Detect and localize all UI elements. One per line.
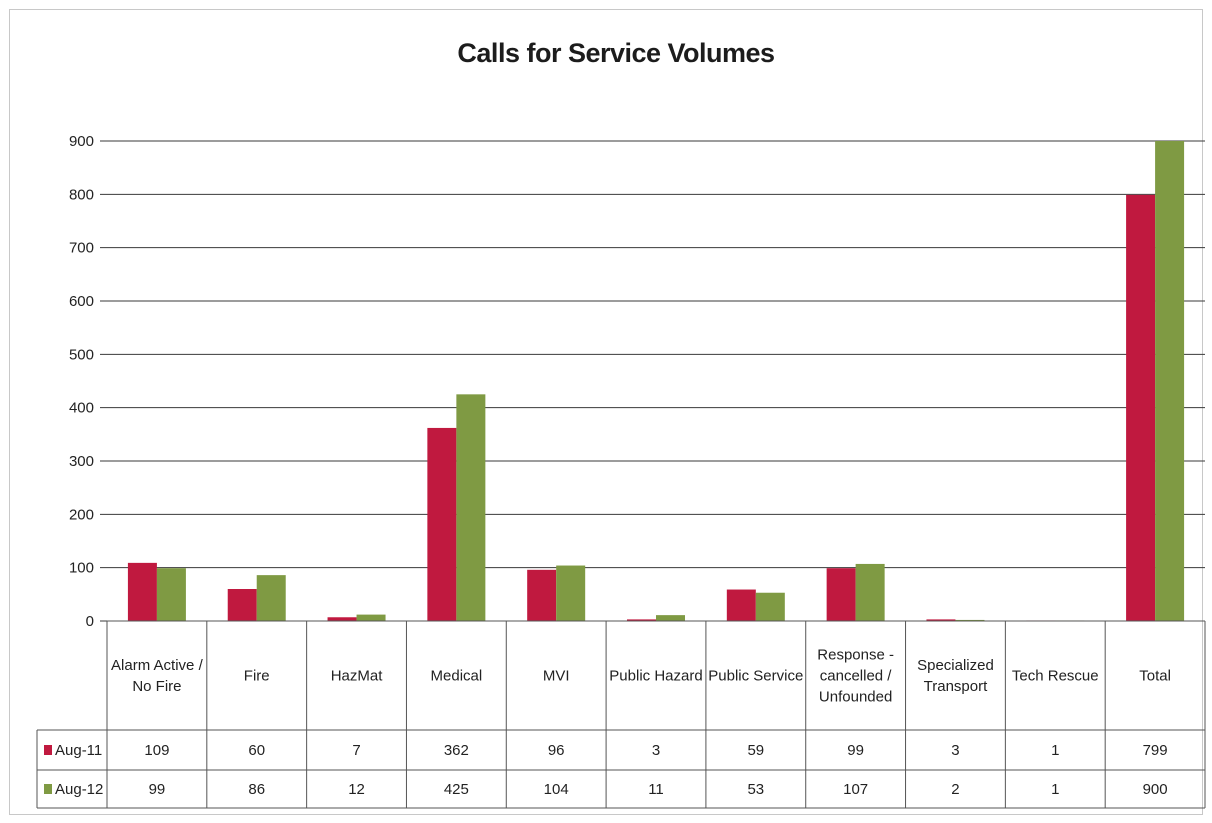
y-tick-label: 200 bbox=[69, 506, 94, 523]
y-tick-label: 0 bbox=[86, 613, 94, 630]
bar bbox=[356, 614, 386, 621]
data-label: 3 bbox=[951, 742, 959, 759]
bar bbox=[627, 619, 656, 621]
data-label: 96 bbox=[548, 742, 565, 759]
data-label: 99 bbox=[149, 781, 166, 798]
y-tick-label: 700 bbox=[69, 240, 94, 257]
x-tick-label: Public Hazard bbox=[609, 668, 702, 685]
chart-title: Calls for Service Volumes bbox=[457, 38, 775, 68]
bar bbox=[127, 562, 157, 621]
y-tick-label: 600 bbox=[69, 293, 94, 310]
data-label: 107 bbox=[843, 781, 868, 798]
legend-label: Aug-12 bbox=[55, 781, 103, 798]
x-tick-label: Total bbox=[1139, 668, 1171, 685]
bar bbox=[1155, 141, 1185, 621]
x-tick-label: Specialized bbox=[917, 657, 994, 674]
bar bbox=[456, 394, 486, 621]
chart-frame bbox=[9, 9, 1203, 815]
x-tick-label: Public Service bbox=[708, 668, 803, 685]
bar bbox=[855, 563, 885, 621]
x-tick-label: cancelled / bbox=[820, 668, 893, 685]
legend-swatch bbox=[44, 784, 52, 794]
x-tick-label: HazMat bbox=[331, 668, 384, 685]
y-tick-label: 500 bbox=[69, 346, 94, 363]
data-label: 1 bbox=[1051, 781, 1059, 798]
bar bbox=[327, 617, 357, 621]
data-label: 60 bbox=[248, 742, 265, 759]
data-label: 362 bbox=[444, 742, 469, 759]
bar bbox=[656, 615, 685, 621]
x-tick-label: MVI bbox=[543, 668, 570, 685]
data-label: 3 bbox=[652, 742, 660, 759]
bar bbox=[755, 592, 785, 621]
data-label: 2 bbox=[951, 781, 959, 798]
legend-label: Aug-11 bbox=[55, 742, 102, 759]
data-label: 11 bbox=[648, 781, 664, 798]
data-label: 86 bbox=[248, 781, 265, 798]
bar bbox=[826, 568, 856, 621]
x-tick-label: Tech Rescue bbox=[1012, 668, 1099, 685]
bar bbox=[527, 569, 557, 621]
bar bbox=[926, 619, 956, 621]
data-label: 799 bbox=[1143, 742, 1168, 759]
bar bbox=[256, 575, 286, 621]
data-label: 425 bbox=[444, 781, 469, 798]
bar bbox=[726, 589, 756, 621]
data-label: 1 bbox=[1051, 742, 1059, 759]
y-tick-label: 800 bbox=[69, 186, 94, 203]
x-tick-label: Unfounded bbox=[819, 689, 892, 706]
data-label: 104 bbox=[544, 781, 569, 798]
data-label: 109 bbox=[144, 742, 169, 759]
x-tick-label: Transport bbox=[924, 678, 988, 695]
data-label: 59 bbox=[747, 742, 764, 759]
data-label: 99 bbox=[847, 742, 864, 759]
data-label: 7 bbox=[352, 742, 360, 759]
x-tick-label: Alarm Active / bbox=[111, 657, 204, 674]
data-label: 12 bbox=[348, 781, 365, 798]
bar bbox=[427, 427, 457, 621]
y-tick-label: 400 bbox=[69, 400, 94, 417]
x-tick-label: Medical bbox=[431, 668, 483, 685]
bar bbox=[955, 619, 985, 621]
data-label: 900 bbox=[1143, 781, 1168, 798]
y-tick-label: 900 bbox=[69, 133, 94, 150]
y-tick-label: 300 bbox=[69, 453, 94, 470]
bar bbox=[1126, 194, 1156, 621]
data-label: 53 bbox=[747, 781, 764, 798]
bar bbox=[556, 565, 586, 621]
y-tick-label: 100 bbox=[69, 560, 94, 577]
legend-swatch bbox=[44, 745, 52, 755]
x-tick-label: No Fire bbox=[132, 678, 181, 695]
x-tick-label: Fire bbox=[244, 668, 270, 685]
bar bbox=[156, 568, 186, 621]
bar bbox=[227, 589, 257, 621]
x-tick-label: Response - bbox=[817, 647, 894, 664]
